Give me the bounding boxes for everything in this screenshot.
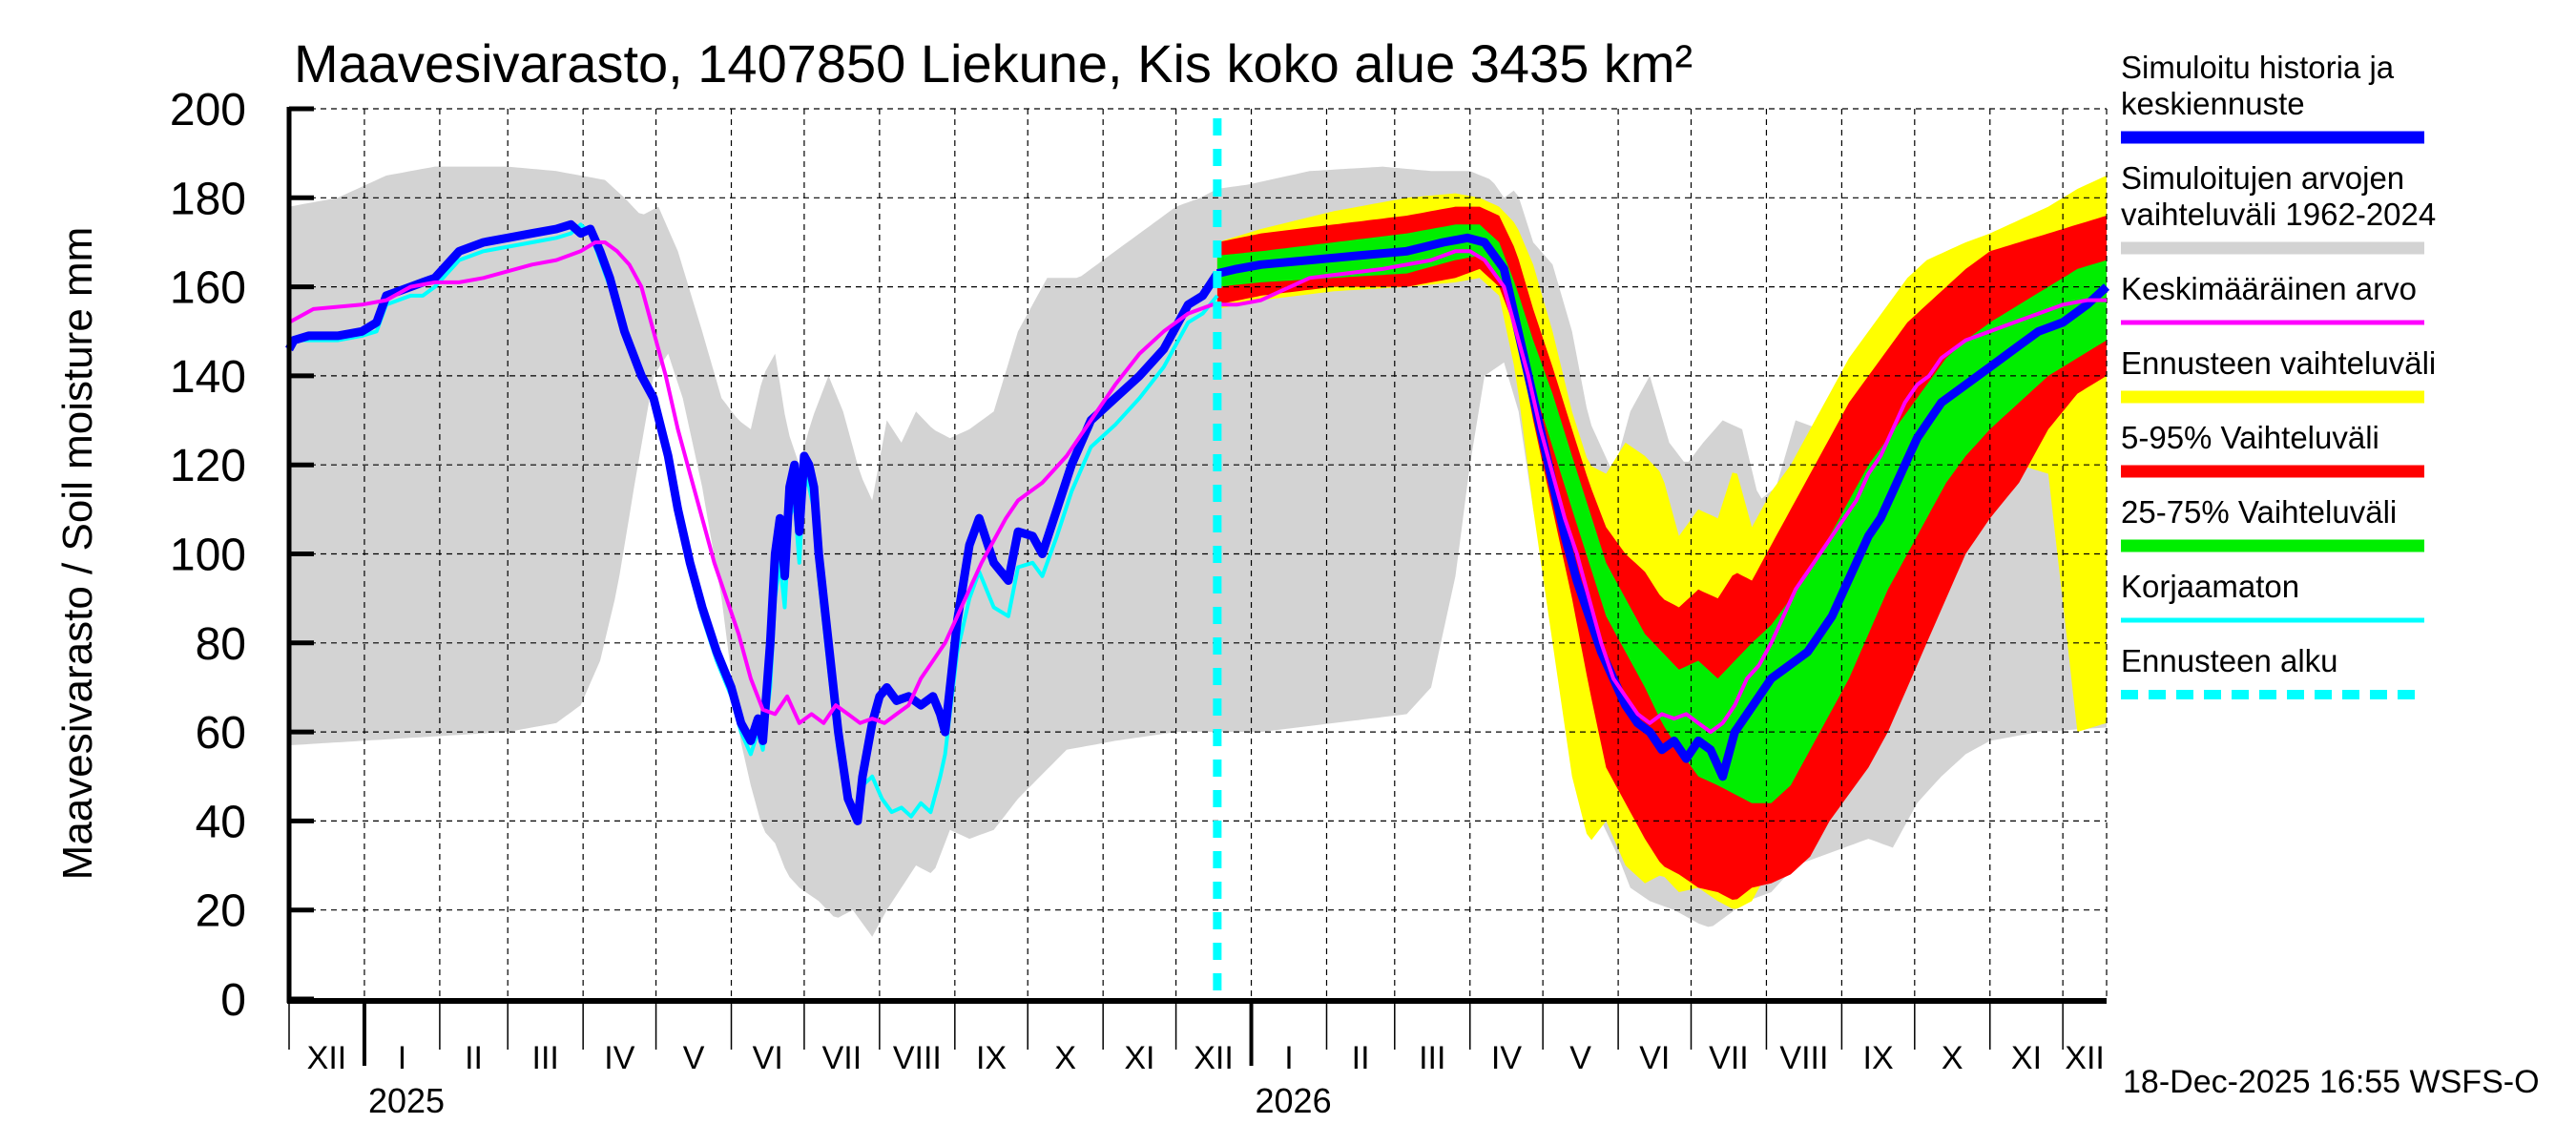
month-label: II: [465, 1040, 483, 1076]
month-label: IV: [1491, 1040, 1522, 1076]
y-axis-label: Maavesivarasto / Soil moisture mm: [54, 227, 101, 881]
y-tick-label: 180: [170, 174, 246, 224]
month-label: VIII: [1779, 1040, 1828, 1076]
legend-label: Korjaamaton: [2121, 569, 2299, 604]
month-label: VII: [822, 1040, 862, 1076]
month-label: XI: [1124, 1040, 1154, 1076]
year-label: 2025: [368, 1081, 445, 1120]
y-tick-label: 120: [170, 441, 246, 491]
legend-label: Simuloitu historia ja: [2121, 50, 2395, 85]
month-label: VI: [753, 1040, 783, 1076]
legend-item: Korjaamaton: [2121, 569, 2424, 623]
month-label: I: [398, 1040, 406, 1076]
month-label: XII: [307, 1040, 347, 1076]
lines-layer: [285, 118, 2110, 999]
mean-value-line: [288, 240, 2107, 735]
legend-item: Ennusteen vaihteluväli: [2121, 345, 2436, 404]
month-label: XI: [2011, 1040, 2042, 1076]
bands-layer: [289, 166, 2107, 937]
month-label: VII: [1709, 1040, 1749, 1076]
year-label: 2026: [1256, 1081, 1332, 1120]
p05-p95-band: [1216, 206, 2107, 901]
y-tick-label: 60: [196, 708, 246, 759]
legend-label: Keskimääräinen arvo: [2121, 271, 2417, 306]
y-tick-label: 100: [170, 531, 246, 581]
month-label: V: [1569, 1040, 1591, 1076]
legend-item: 5-95% Vaihteluväli: [2121, 420, 2424, 478]
legend-label: Simuloitujen arvojen: [2121, 160, 2404, 196]
forecast-median-line: [1215, 233, 2110, 781]
legend-item: 25-75% Vaihteluväli: [2121, 494, 2424, 552]
y-tick-label: 200: [170, 85, 246, 135]
y-tick-label: 20: [196, 886, 246, 937]
month-label: IV: [604, 1040, 634, 1076]
month-label: III: [532, 1040, 559, 1076]
x-tick-labels: XII I II III IV V VI VII VIII IX X XI XII I II III IV V VI…: [288, 999, 2105, 1120]
month-label: IX: [976, 1040, 1007, 1076]
y-tick-label: 0: [220, 975, 246, 1026]
month-label: IX: [1863, 1040, 1894, 1076]
grid-layer: [289, 108, 2108, 999]
month-label: V: [683, 1040, 705, 1076]
legend-label: Ennusteen vaihteluväli: [2121, 345, 2436, 381]
timestamp: 18-Dec-2025 16:55 WSFS-O: [2123, 1064, 2540, 1100]
month-label: XII: [2065, 1040, 2105, 1076]
month-label: I: [1284, 1040, 1293, 1076]
month-label: XII: [1194, 1040, 1234, 1076]
legend-label: Ennusteen alku: [2121, 643, 2338, 678]
y-tick-label: 160: [170, 263, 246, 314]
y-tick-label: 140: [170, 352, 246, 403]
month-label: II: [1352, 1040, 1370, 1076]
month-label: VI: [1639, 1040, 1670, 1076]
chart-title: Maavesivarasto, 1407850 Liekune, Kis kok…: [294, 33, 1693, 94]
legend-item: Ennusteen alku: [2121, 643, 2424, 699]
y-tick-label: 80: [196, 619, 246, 670]
p25-p75-band: [1216, 224, 2107, 803]
month-label: X: [1942, 1040, 1963, 1076]
simulated-history-line: [285, 219, 1221, 825]
y-tick-labels: 0 20 40 60 80 100 120 140 160 180 200: [170, 85, 246, 1026]
y-tick-label: 40: [196, 797, 246, 847]
legend-label: keskiennuste: [2121, 86, 2305, 121]
legend-label: 5-95% Vaihteluväli: [2121, 420, 2379, 455]
legend: Simuloitu historia jakeskiennusteSimuloi…: [2121, 50, 2436, 699]
legend-item: Keskimääräinen arvo: [2121, 271, 2424, 325]
legend-label: 25-75% Vaihteluväli: [2121, 494, 2397, 530]
legend-label: vaihteluväli 1962-2024: [2121, 197, 2436, 232]
month-label: III: [1419, 1040, 1445, 1076]
month-label: X: [1054, 1040, 1076, 1076]
axes-layer: [286, 106, 2107, 1004]
month-label: VIII: [893, 1040, 942, 1076]
